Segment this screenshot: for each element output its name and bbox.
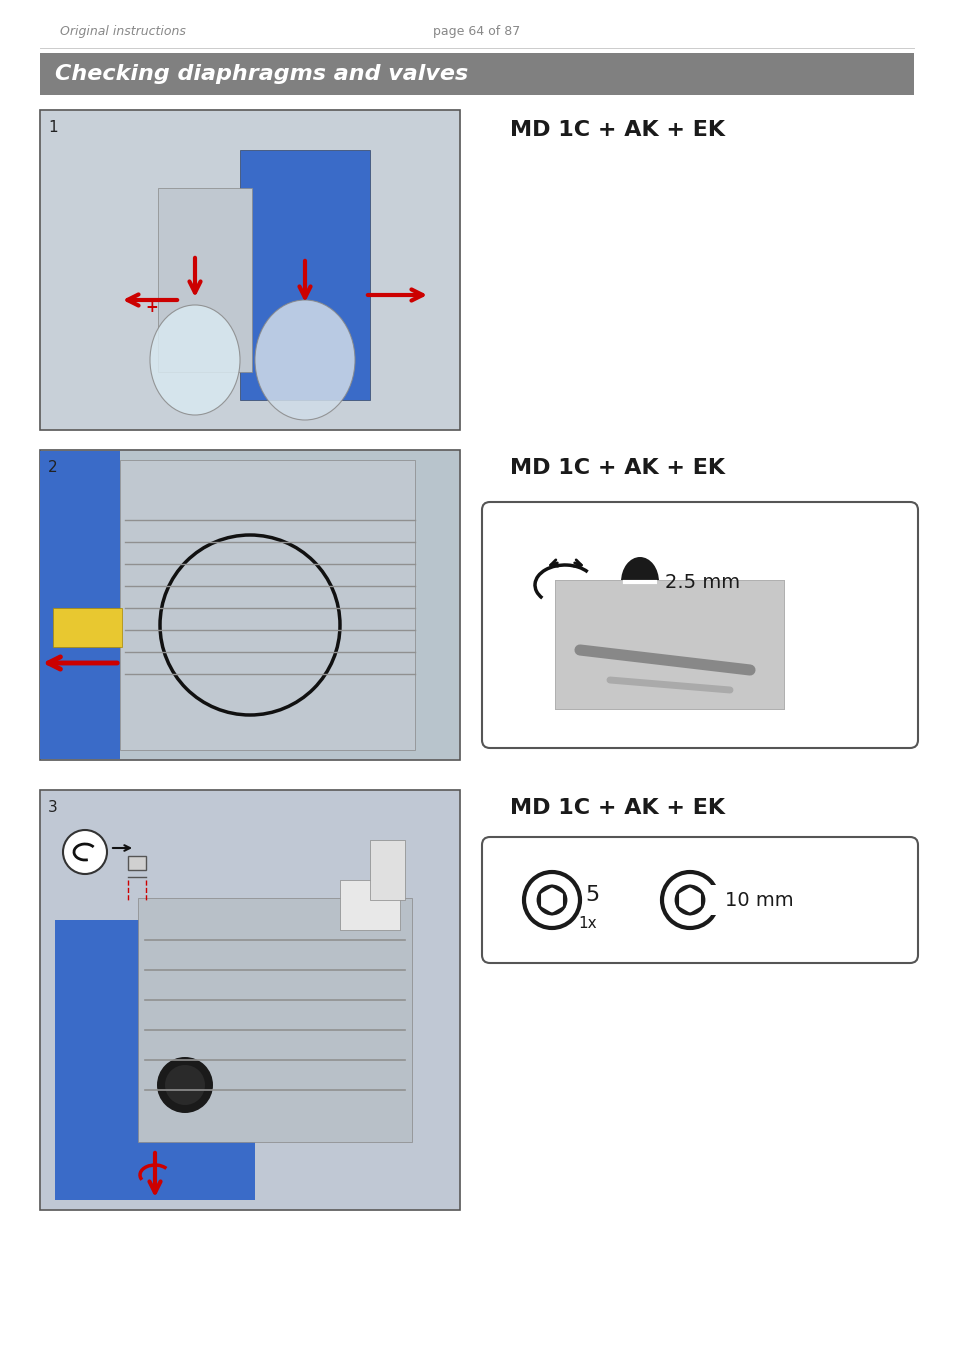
Text: 2: 2 <box>48 460 57 475</box>
Ellipse shape <box>620 558 659 608</box>
FancyBboxPatch shape <box>128 856 146 869</box>
FancyBboxPatch shape <box>481 837 917 963</box>
Text: 2.5 mm: 2.5 mm <box>664 572 740 591</box>
FancyBboxPatch shape <box>556 580 783 709</box>
FancyBboxPatch shape <box>138 898 412 1142</box>
Text: Checking diaphragms and valves: Checking diaphragms and valves <box>55 63 468 84</box>
FancyBboxPatch shape <box>55 919 254 1200</box>
FancyBboxPatch shape <box>703 886 723 915</box>
Text: +: + <box>146 300 158 315</box>
FancyBboxPatch shape <box>240 150 370 400</box>
Circle shape <box>165 1065 205 1106</box>
FancyBboxPatch shape <box>339 880 399 930</box>
Circle shape <box>676 886 703 914</box>
FancyBboxPatch shape <box>370 840 405 900</box>
Text: page 64 of 87: page 64 of 87 <box>433 26 520 39</box>
Circle shape <box>63 830 107 873</box>
Text: MD 1C + AK + EK: MD 1C + AK + EK <box>510 798 724 818</box>
Text: 1x: 1x <box>578 915 596 930</box>
Circle shape <box>523 872 579 927</box>
Text: 1: 1 <box>48 120 57 135</box>
FancyBboxPatch shape <box>40 53 913 94</box>
FancyBboxPatch shape <box>41 791 458 1210</box>
Text: MD 1C + AK + EK: MD 1C + AK + EK <box>510 458 724 478</box>
Text: Original instructions: Original instructions <box>60 26 186 39</box>
Circle shape <box>537 886 565 914</box>
Ellipse shape <box>150 305 240 414</box>
FancyBboxPatch shape <box>555 580 784 710</box>
Text: 3: 3 <box>48 801 58 815</box>
FancyBboxPatch shape <box>40 450 459 760</box>
FancyBboxPatch shape <box>158 188 252 373</box>
FancyBboxPatch shape <box>40 451 120 759</box>
Ellipse shape <box>254 300 355 420</box>
FancyBboxPatch shape <box>41 451 458 759</box>
Text: MD 1C + AK + EK: MD 1C + AK + EK <box>510 120 724 140</box>
FancyBboxPatch shape <box>40 790 459 1210</box>
FancyBboxPatch shape <box>481 502 917 748</box>
FancyBboxPatch shape <box>41 111 458 429</box>
Circle shape <box>661 872 718 927</box>
Text: 10 mm: 10 mm <box>724 891 793 910</box>
FancyBboxPatch shape <box>120 460 415 751</box>
Text: 5: 5 <box>584 886 598 904</box>
Circle shape <box>157 1057 213 1112</box>
FancyBboxPatch shape <box>40 109 459 431</box>
FancyBboxPatch shape <box>53 608 122 647</box>
